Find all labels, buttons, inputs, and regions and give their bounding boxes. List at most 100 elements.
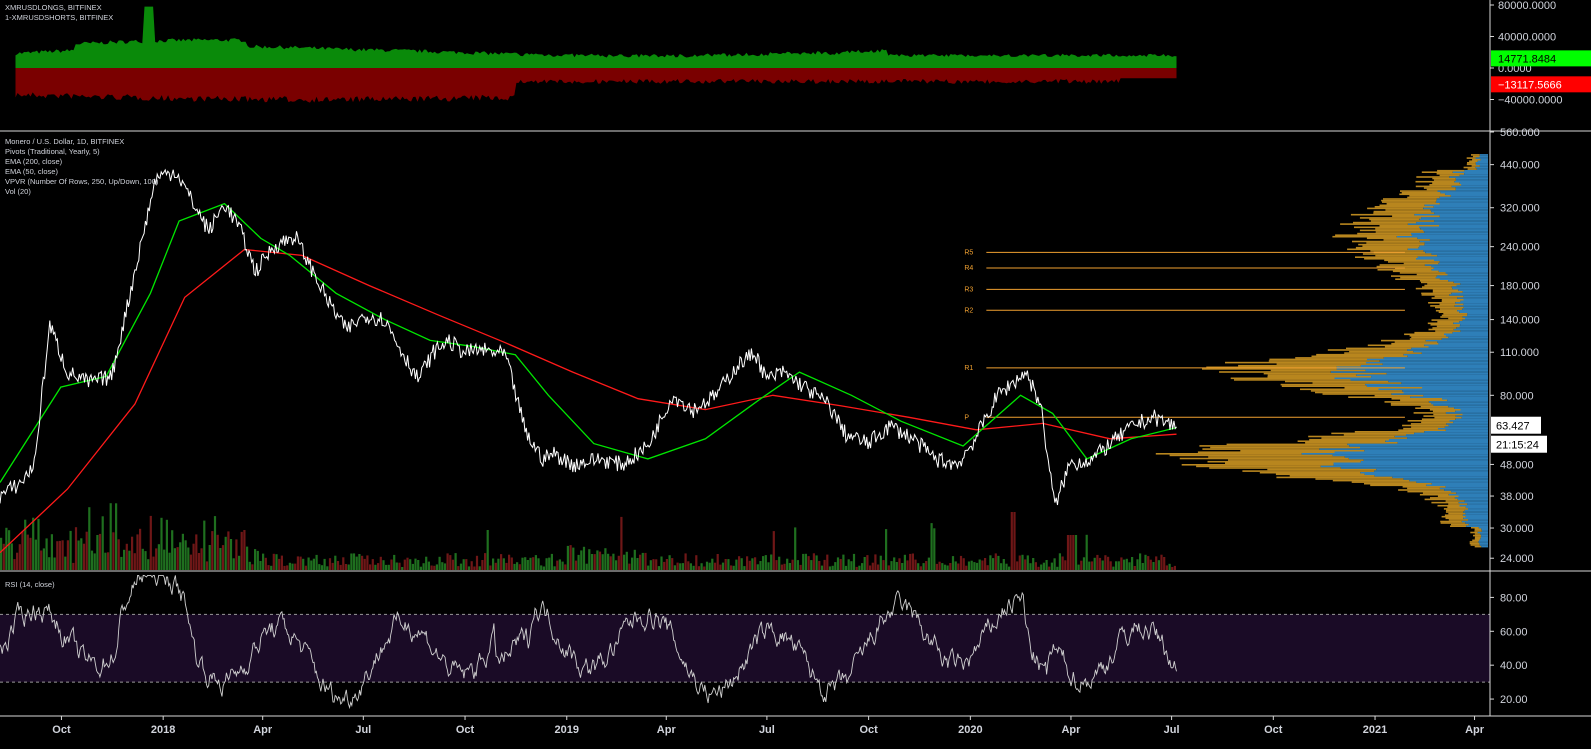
vpvr-down-bar [1395, 278, 1440, 280]
volume-bar [1021, 554, 1024, 570]
vpvr-row [1384, 346, 1488, 348]
vpvr-up-bar [1424, 242, 1488, 244]
volume-bar [21, 531, 24, 570]
volume-bar [564, 564, 567, 570]
volume-bar [484, 553, 487, 570]
vpvr-down-bar [1428, 328, 1454, 331]
legend-ema200[interactable]: EMA (200, close) [5, 157, 63, 166]
vpvr-up-bar [1462, 291, 1488, 293]
vpvr-row [1402, 486, 1488, 488]
countdown-tag[interactable]: 21:15:24 [1491, 435, 1547, 453]
vpvr-up-bar [1419, 240, 1488, 243]
vpvr-down-bar [1441, 298, 1464, 301]
last-short-tag[interactable]: −13117.5666 [1491, 76, 1591, 93]
vpvr-row [1436, 173, 1488, 175]
volume-bar [695, 555, 698, 570]
vpvr-row [1474, 538, 1488, 540]
vpvr-down-bar [1443, 313, 1468, 315]
vpvr-row [1359, 217, 1488, 219]
vpvr-up-bar [1320, 465, 1488, 468]
legend-symbol[interactable]: Monero / U.S. Dollar, 1D, BITFINEX [5, 137, 125, 146]
vpvr-down-bar [1308, 435, 1395, 438]
time-axis[interactable]: Oct 2018 Apr Jul Oct 2019 Apr Jul Oct 2020 Apr Jul O… [52, 716, 1485, 736]
volume-bar [700, 563, 703, 570]
vpvr-down-bar [1310, 390, 1403, 392]
volume-bar [959, 555, 963, 570]
vpvr-up-bar [1462, 316, 1488, 318]
volume-bar [120, 556, 123, 570]
vpvr-up-bar [1477, 531, 1488, 534]
volume-bar [681, 563, 684, 570]
vpvr-down-bar [1421, 421, 1454, 424]
volume-bar [1093, 557, 1096, 570]
volume-bar [708, 562, 711, 570]
volume-bar [390, 559, 393, 570]
pivot-label-r1: R1 [964, 365, 973, 372]
vpvr-row [1259, 471, 1488, 474]
vpvr-row [1472, 155, 1488, 158]
volume-bar [320, 565, 324, 570]
volume-bar [203, 520, 206, 570]
vpvr-down-bar [1242, 470, 1375, 472]
volume-bar [26, 534, 29, 570]
price-legend: Monero / U.S. Dollar, 1D, BITFINEX Pivot… [5, 137, 158, 197]
vpvr-up-bar [1437, 341, 1488, 343]
vpvr-up-bar [1456, 327, 1488, 329]
volume-bar [839, 559, 842, 570]
vpvr-down-bar [1398, 489, 1444, 491]
vpvr-row [1383, 239, 1488, 241]
volume-bar [1072, 535, 1075, 570]
vpvr-row [1202, 448, 1488, 450]
volume-bar [272, 553, 275, 570]
volume-bar [986, 565, 989, 570]
volume-bar [342, 557, 345, 570]
vpvr-row [1424, 498, 1488, 501]
legend-rsi-title[interactable]: RSI (14, close) [5, 580, 55, 589]
vpvr-up-bar [1450, 195, 1488, 197]
vpvr-row [1467, 162, 1488, 164]
vpvr-down-bar [1430, 324, 1460, 326]
price-axis[interactable]: 80000.000040000.00000.0000−40000.0000147… [0, 0, 1591, 717]
vpvr-down-bar [1373, 210, 1432, 213]
volume-bar [430, 565, 433, 570]
vpvr-row [1395, 278, 1488, 280]
vpvr-down-bar [1407, 196, 1440, 199]
vpvr-row [1434, 295, 1488, 298]
volume-bar [524, 557, 527, 570]
legend-shorts[interactable]: 1-XMRUSDSHORTS, BITFINEX [5, 13, 114, 22]
time-tick-label: Jul [1164, 724, 1180, 736]
vpvr-row [1441, 300, 1488, 302]
vpvr-down-bar [1280, 383, 1366, 386]
vpvr-down-bar [1391, 275, 1437, 277]
vpvr-up-bar [1440, 191, 1488, 194]
vpvr-up-bar [1430, 209, 1488, 211]
volume-bar [451, 559, 455, 570]
legend-pivots[interactable]: Pivots (Traditional, Yearly, 5) [5, 147, 100, 156]
last-price-tag[interactable]: 63.427 [1491, 416, 1541, 434]
vpvr-down-bar [1230, 377, 1335, 380]
vpvr-row [1275, 473, 1488, 476]
volume-bar [639, 554, 642, 570]
last-long-tag[interactable]: 14771.8484 [1491, 50, 1591, 67]
volume-bar [403, 559, 406, 570]
vpvr-down-bar [1409, 195, 1451, 197]
vpvr-up-bar [1448, 493, 1488, 496]
legend-vpvr[interactable]: VPVR (Number Of Rows, 250, Up/Down, 100) [5, 177, 159, 186]
volume-bar [778, 556, 781, 570]
vpvr-up-bar [1478, 526, 1488, 529]
vpvr-row [1197, 451, 1488, 453]
legend-ema50[interactable]: EMA (50, close) [5, 167, 58, 176]
vpvr-up-bar [1453, 421, 1488, 424]
volume-bar [473, 566, 476, 570]
volume-bar [772, 531, 775, 570]
legend-volume[interactable]: Vol (20) [5, 187, 31, 196]
vpvr-up-bar [1431, 402, 1488, 405]
vpvr-row [1226, 443, 1488, 446]
rsi-line [0, 574, 1177, 710]
volume-bar [863, 557, 866, 570]
volume-bar [1074, 535, 1078, 570]
vpvr-down-bar [1228, 459, 1364, 461]
vpvr-down-bar [1438, 311, 1460, 313]
legend-longs[interactable]: XMRUSDLONGS, BITFINEX [5, 3, 102, 12]
vpvr-row [1470, 544, 1488, 546]
